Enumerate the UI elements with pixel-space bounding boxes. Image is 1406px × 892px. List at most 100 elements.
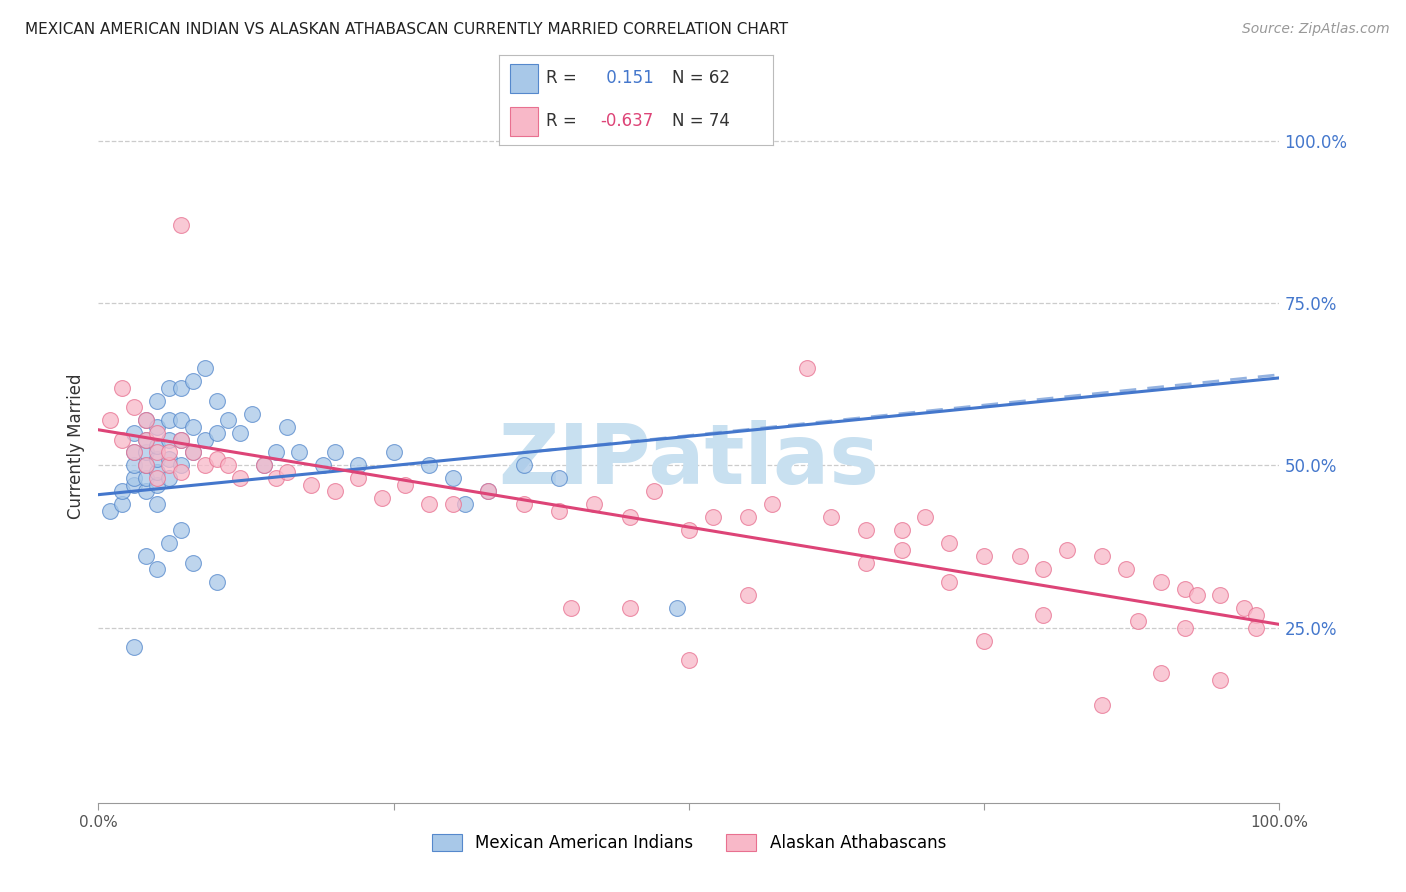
Point <box>170 465 193 479</box>
Text: N = 62: N = 62 <box>672 70 730 87</box>
Point <box>111 497 134 511</box>
Point <box>973 549 995 564</box>
Point <box>146 471 169 485</box>
Point <box>205 425 228 440</box>
Point <box>276 465 298 479</box>
Point <box>157 458 180 473</box>
Point <box>122 400 145 414</box>
Text: 0.151: 0.151 <box>600 70 654 87</box>
Point <box>181 445 204 459</box>
Point <box>170 381 193 395</box>
Point <box>146 419 169 434</box>
Point <box>1185 588 1208 602</box>
Text: N = 74: N = 74 <box>672 112 730 130</box>
Point <box>181 556 204 570</box>
Point <box>890 542 912 557</box>
Point <box>157 452 180 467</box>
Point <box>157 413 180 427</box>
Point <box>122 640 145 654</box>
Text: -0.637: -0.637 <box>600 112 654 130</box>
Point <box>194 433 217 447</box>
Point <box>264 471 287 485</box>
Point <box>371 491 394 505</box>
Point <box>111 381 134 395</box>
Point <box>914 510 936 524</box>
Point <box>619 510 641 524</box>
Point <box>737 588 759 602</box>
Point <box>217 458 239 473</box>
Point <box>181 419 204 434</box>
Point <box>855 524 877 538</box>
Point <box>288 445 311 459</box>
FancyBboxPatch shape <box>510 64 537 93</box>
Point <box>111 433 134 447</box>
Point <box>135 471 157 485</box>
Point <box>394 478 416 492</box>
Y-axis label: Currently Married: Currently Married <box>66 373 84 519</box>
Point <box>205 575 228 590</box>
FancyBboxPatch shape <box>510 107 537 136</box>
Point <box>441 471 464 485</box>
Point <box>146 439 169 453</box>
Text: MEXICAN AMERICAN INDIAN VS ALASKAN ATHABASCAN CURRENTLY MARRIED CORRELATION CHAR: MEXICAN AMERICAN INDIAN VS ALASKAN ATHAB… <box>25 22 789 37</box>
Point <box>973 633 995 648</box>
Point <box>181 445 204 459</box>
Point <box>135 445 157 459</box>
Point <box>643 484 665 499</box>
Point <box>194 361 217 376</box>
Point <box>122 478 145 492</box>
Point <box>820 510 842 524</box>
Point <box>157 433 180 447</box>
Point <box>1174 621 1197 635</box>
Point <box>548 504 571 518</box>
Point <box>157 445 180 459</box>
Point <box>157 471 180 485</box>
Point <box>1150 575 1173 590</box>
Point <box>146 452 169 467</box>
Point <box>299 478 322 492</box>
Point <box>796 361 818 376</box>
Point <box>146 393 169 408</box>
Point <box>418 497 440 511</box>
Point <box>890 524 912 538</box>
Point <box>1091 698 1114 713</box>
Point <box>347 471 370 485</box>
Point <box>170 524 193 538</box>
Point <box>1233 601 1256 615</box>
Point <box>194 458 217 473</box>
Point <box>205 452 228 467</box>
Point <box>146 497 169 511</box>
Point <box>181 374 204 388</box>
Point <box>1115 562 1137 576</box>
Point <box>122 425 145 440</box>
Point <box>146 478 169 492</box>
Point <box>418 458 440 473</box>
Point <box>122 445 145 459</box>
Point <box>323 445 346 459</box>
Point <box>477 484 499 499</box>
Point <box>122 445 145 459</box>
Point <box>1056 542 1078 557</box>
Point <box>938 536 960 550</box>
Point <box>453 497 475 511</box>
Point <box>347 458 370 473</box>
Point <box>666 601 689 615</box>
Point <box>135 549 157 564</box>
Point <box>382 445 405 459</box>
Point <box>111 484 134 499</box>
Point <box>170 433 193 447</box>
Point <box>146 465 169 479</box>
Point <box>157 536 180 550</box>
Point <box>135 484 157 499</box>
Point <box>702 510 724 524</box>
Point <box>157 381 180 395</box>
Point <box>264 445 287 459</box>
Point <box>170 219 193 233</box>
Text: ZIPatlas: ZIPatlas <box>499 420 879 500</box>
Point <box>98 413 121 427</box>
Point <box>135 413 157 427</box>
Point <box>477 484 499 499</box>
Point <box>276 419 298 434</box>
Point <box>1126 614 1149 628</box>
Point <box>1032 562 1054 576</box>
